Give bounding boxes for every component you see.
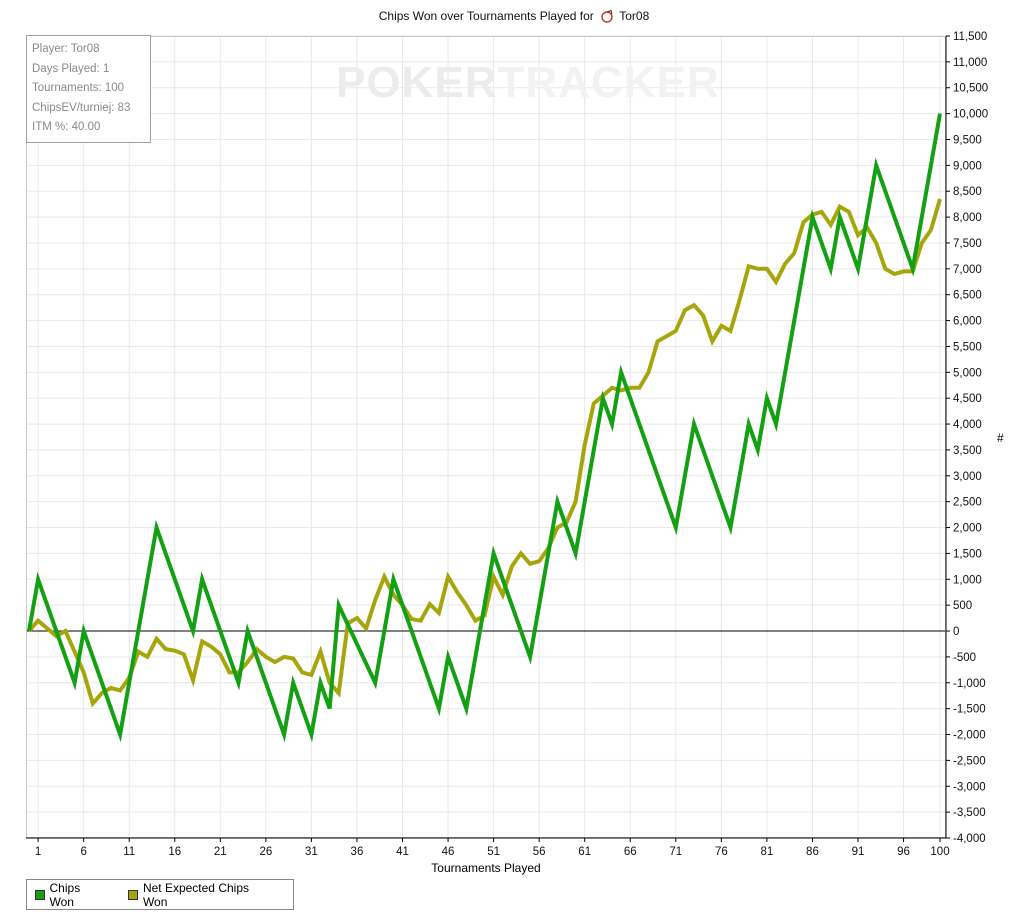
y-tick-label: 4,500: [953, 393, 982, 405]
legend-label-expected: Net Expected Chips Won: [142, 880, 249, 909]
y-tick-label: 3,000: [953, 471, 982, 483]
series-lines: [27, 113, 942, 743]
x-tick-label: 100: [930, 846, 949, 858]
y-tick-label: -4,000: [953, 833, 986, 845]
chart-title: Chips Won over Tournaments Played for To…: [0, 9, 1028, 23]
y-tick-label: 4,000: [953, 419, 982, 431]
y-tick-label: 1,000: [953, 574, 982, 586]
x-tick-label: 1: [35, 846, 41, 858]
y-tick-label: 5,500: [953, 341, 982, 353]
x-tick-label: 96: [897, 846, 910, 858]
y-axis-label: #: [997, 431, 1004, 445]
x-tick-label: 71: [669, 846, 682, 858]
y-tick-label: 10,500: [953, 83, 988, 95]
y-tick-label: 3,500: [953, 445, 982, 457]
y-tick-label: 0: [953, 626, 959, 638]
x-tick-label: 36: [351, 846, 364, 858]
stat-itm: ITM %: 40.00: [32, 121, 101, 134]
poker-chip-icon: [601, 10, 613, 23]
y-tick-label: 8,000: [953, 212, 982, 224]
y-tick-label: 500: [953, 600, 972, 612]
player-stats-box: Player: Tor08 Days Played: 1 Tournaments…: [26, 35, 151, 143]
x-tick-label: 41: [396, 846, 409, 858]
grid-lines: [26, 35, 946, 839]
x-tick-label: 51: [487, 846, 500, 858]
watermark-part1: POKER: [336, 58, 498, 107]
x-axis-label: Tournaments Played: [431, 861, 541, 875]
y-tick-label: 11,000: [953, 57, 987, 69]
x-tick-label: 6: [80, 846, 86, 858]
x-tick-label: 26: [259, 846, 272, 858]
stat-player: Player: Tor08: [32, 43, 100, 55]
plot-area: [26, 36, 946, 838]
watermark-part2: TRACKER: [497, 58, 720, 107]
y-tick-label: 7,000: [953, 264, 982, 276]
x-tick-label: 81: [761, 846, 774, 858]
legend-label-chips-won: Chips Won: [49, 880, 81, 909]
y-tick-label: 10,000: [953, 109, 988, 121]
y-tick-label: 6,500: [953, 290, 982, 302]
y-tick-label: 6,000: [953, 316, 982, 328]
x-tick-label: 46: [442, 846, 455, 858]
x-tick-label: 66: [624, 846, 637, 858]
chart-title-prefix: Chips Won over Tournaments Played for: [378, 9, 594, 23]
y-tick-label: -1,500: [953, 704, 986, 716]
x-tick-label: 31: [305, 846, 318, 858]
stat-days-played: Days Played: 1: [32, 62, 110, 75]
legend: Chips Won Net Expected Chips Won: [26, 879, 294, 910]
y-tick-label: 7,500: [953, 238, 982, 250]
legend-swatch-chips-won: [35, 889, 45, 900]
y-tick-label: 9,000: [953, 160, 982, 172]
y-tick-label: 11,500: [953, 31, 987, 43]
x-tick-label: 61: [578, 846, 591, 858]
axes: -4,000 -3,500 -3,000 -2,500 -2,000 -1,500 -1,0…: [26, 31, 988, 858]
y-tick-label: 5,000: [953, 367, 982, 379]
y-tick-label: 1,500: [953, 548, 982, 560]
y-tick-label: 2,500: [953, 497, 982, 509]
x-tick-label: 16: [168, 846, 181, 858]
y-tick-label: -1,000: [953, 678, 986, 690]
x-tick-label: 86: [806, 846, 819, 858]
y-tick-label: 8,500: [953, 186, 982, 198]
legend-item-expected[interactable]: Net Expected Chips Won: [128, 881, 269, 909]
stat-tournaments: Tournaments: 100: [32, 82, 125, 95]
y-tick-label: -2,500: [953, 755, 986, 767]
x-tick-label: 91: [852, 846, 865, 858]
x-tick-label: 21: [214, 846, 227, 858]
y-tick-label: -2,000: [953, 730, 986, 742]
series-line-chips-won: [27, 113, 942, 743]
watermark-logo: POKERTRACKER: [336, 58, 720, 108]
stat-chipsev: ChipsEV/turniej: 83: [32, 101, 131, 114]
y-tick-label: 9,500: [953, 134, 982, 146]
y-tick-label: 2,000: [953, 523, 982, 535]
x-tick-label: 56: [533, 846, 546, 858]
x-tick-label: 11: [123, 846, 135, 858]
legend-swatch-expected: [128, 889, 138, 900]
legend-item-chips-won[interactable]: Chips Won: [35, 881, 104, 909]
y-tick-label: -500: [953, 652, 976, 664]
y-tick-label: -3,500: [953, 807, 986, 819]
chart-title-player: Tor08: [619, 9, 650, 23]
y-tick-label: -3,000: [953, 781, 986, 793]
x-tick-label: 76: [715, 846, 728, 858]
